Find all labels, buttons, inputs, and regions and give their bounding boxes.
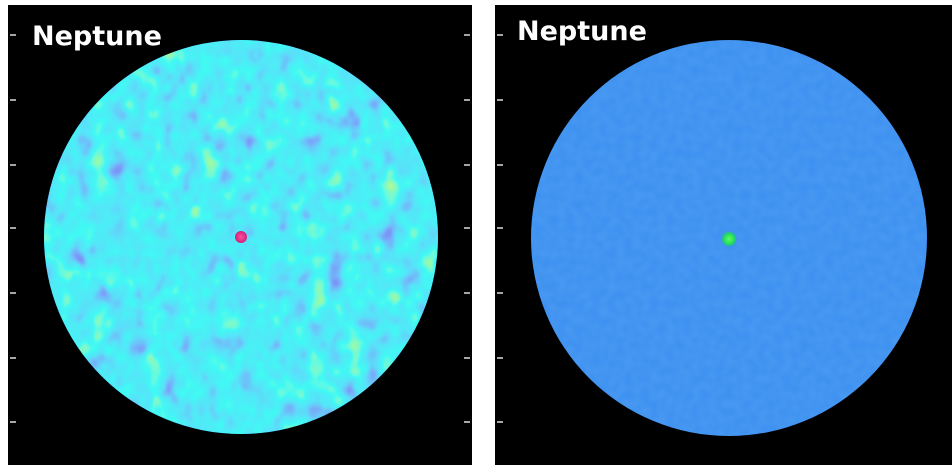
ticks xyxy=(10,34,470,423)
panel-right: Neptune xyxy=(495,5,952,465)
panel-label: Neptune xyxy=(32,21,162,52)
center-spot xyxy=(721,231,737,247)
ticks xyxy=(497,34,503,423)
center-spot xyxy=(235,231,247,243)
panel-left: Neptune xyxy=(8,5,472,465)
panel-label: Neptune xyxy=(517,16,647,47)
